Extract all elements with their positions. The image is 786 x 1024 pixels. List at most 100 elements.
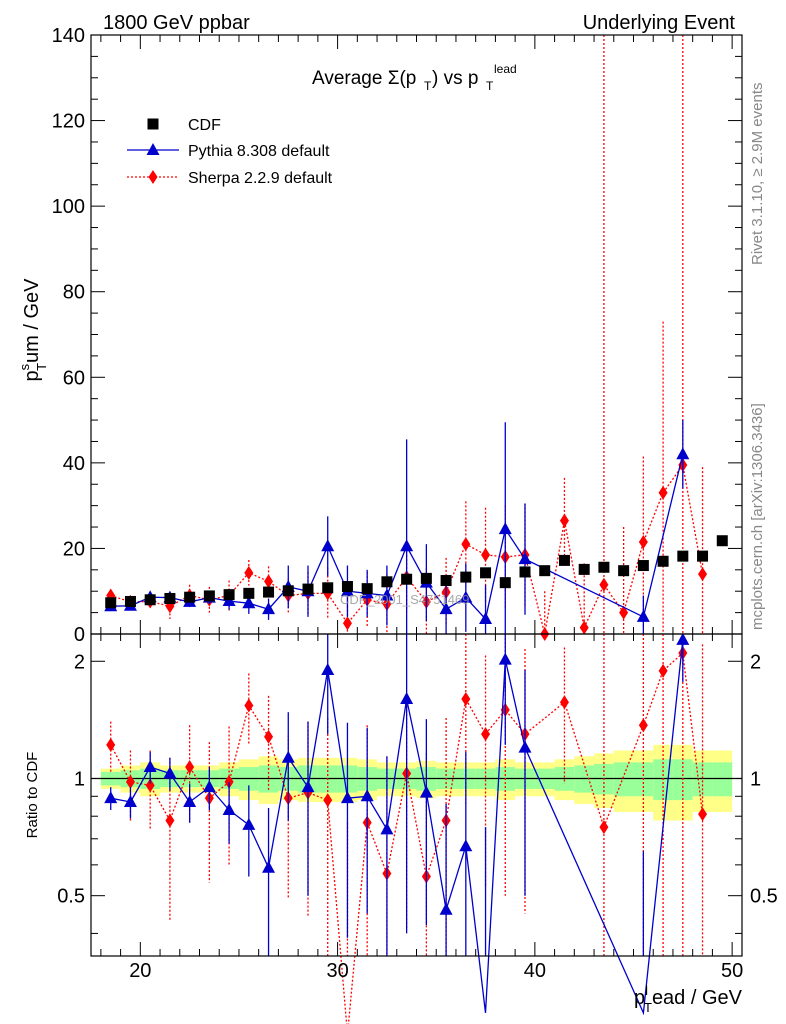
x-axis-label: pl Tead / GeV xyxy=(634,983,743,1015)
sherpa-data-point xyxy=(461,537,471,552)
pythia-data-point xyxy=(262,860,276,873)
pythia-data-point xyxy=(498,522,512,535)
pythia-data-point xyxy=(400,692,414,705)
pythia-data-point xyxy=(104,791,118,804)
ratio-y-tick-label-right: 1 xyxy=(750,768,761,790)
pythia-data-point xyxy=(242,817,256,830)
sherpa-data-point xyxy=(658,663,668,678)
cdf-data-point xyxy=(263,586,275,598)
title-text-mid: ) vs p xyxy=(432,68,478,89)
sherpa-data-point xyxy=(461,692,471,707)
legend: CDF Pythia 8.308 default Sherpa 2.2.9 defa… xyxy=(127,117,333,187)
cdf-data-point xyxy=(539,565,551,577)
pythia-data-point xyxy=(281,750,295,763)
title-text-t2: T xyxy=(486,79,494,93)
sherpa-data-point xyxy=(698,567,708,582)
sherpa-data-point xyxy=(481,547,491,562)
cdf-data-point xyxy=(519,566,531,578)
cdf-data-point xyxy=(558,554,570,566)
cdf-data-point xyxy=(243,587,255,599)
sherpa-data-point xyxy=(579,620,589,635)
pythia-data-point xyxy=(479,612,493,625)
ratio-uncertainty-bands xyxy=(91,744,742,821)
pythia-data-point xyxy=(676,632,690,645)
cdf-data-point xyxy=(637,560,649,572)
mcplots-label: mcplots.cern.ch [arXiv:1306.3436] xyxy=(749,403,766,630)
ratio-inner-band xyxy=(692,762,713,797)
pythia-data-point xyxy=(636,609,650,622)
y-tick-label: 100 xyxy=(52,196,85,218)
y-axis-label: ps Tum / GeV xyxy=(17,278,49,382)
cdf-data-point xyxy=(499,577,511,589)
sherpa-data-point xyxy=(165,813,175,828)
cdf-data-point xyxy=(361,583,373,595)
sherpa-data-point xyxy=(264,729,274,744)
sherpa-data-point xyxy=(599,577,609,592)
cdf-data-point xyxy=(184,591,196,603)
sherpa-data-point xyxy=(323,793,333,808)
ratio-inner-band xyxy=(613,762,634,797)
cdf-data-point xyxy=(124,595,136,607)
x-tick-label: 40 xyxy=(524,960,546,982)
sherpa-data-point xyxy=(264,574,274,589)
pythia-data-point xyxy=(183,795,197,808)
pythia-data-point xyxy=(459,839,473,852)
cdf-data-point xyxy=(440,575,452,587)
pythia-data-point xyxy=(518,740,532,753)
main-panel: CDF_2001_S4751469 CDF Pythia 8.308 defaul… xyxy=(17,25,743,646)
sherpa-data-point xyxy=(619,605,629,620)
pythia-data-point xyxy=(202,780,216,793)
title-text-lead: lead xyxy=(494,62,517,76)
y-tick-label: 60 xyxy=(63,367,85,389)
ratio-frame xyxy=(90,633,743,957)
watermark-label: CDF_2001_S4751469 xyxy=(340,592,469,607)
title-text-prefix: Average Σ(p xyxy=(312,68,416,89)
sherpa-data-point xyxy=(481,727,491,742)
pythia-data-point xyxy=(439,902,453,915)
plot-title: Average Σ(p T ) vs p T lead xyxy=(312,62,517,93)
header-left-label: 1800 GeV ppbar xyxy=(103,12,250,34)
pythia-data-point xyxy=(518,552,532,565)
cdf-data-point xyxy=(677,550,689,562)
legend-marker xyxy=(146,143,160,155)
cdf-data-point xyxy=(164,592,176,604)
cdf-data-point xyxy=(420,572,432,584)
cdf-data-point xyxy=(105,597,117,609)
sherpa-data-point xyxy=(244,698,254,713)
cdf-data-point xyxy=(203,590,215,602)
pythia-data-point xyxy=(340,791,354,804)
cdf-data-point xyxy=(144,594,156,606)
pythia-data-point xyxy=(242,596,256,609)
ratio-y-tick-label: 0.5 xyxy=(57,886,85,908)
x-tick-label: 20 xyxy=(129,960,151,982)
sherpa-line xyxy=(110,651,704,1024)
pythia-data-point xyxy=(143,760,157,773)
pythia-data-point xyxy=(301,780,315,793)
sherpa-data-point xyxy=(559,695,569,710)
rivet-version-label: Rivet 3.1.10, ≥ 2.9M events xyxy=(749,83,766,266)
cdf-data-point xyxy=(618,565,630,577)
sherpa-data-point xyxy=(106,737,116,752)
y-tick-label: 80 xyxy=(63,282,85,304)
y-tick-label: 0 xyxy=(74,624,85,646)
ratio-y-tick-label-right: 0.5 xyxy=(750,886,778,908)
pythia-data-point xyxy=(459,590,473,603)
cdf-data-point xyxy=(282,585,294,597)
pythia-data-point xyxy=(321,662,335,675)
y-tick-label: 140 xyxy=(52,25,85,47)
sherpa-data-point xyxy=(698,807,708,822)
cdf-data-point xyxy=(460,571,472,583)
pythia-data-point xyxy=(498,652,512,665)
pythia-data-point xyxy=(439,602,453,615)
pythia-data-point xyxy=(222,802,236,815)
legend-marker xyxy=(147,118,159,130)
ratio-inner-band xyxy=(712,762,733,797)
cdf-data-point xyxy=(480,567,492,579)
sherpa-data-point xyxy=(342,616,352,631)
pythia-data-point xyxy=(380,822,394,835)
cdf-data-point xyxy=(322,582,334,594)
ratio-series-layer xyxy=(104,632,708,1024)
pythia-data-point xyxy=(419,785,433,798)
